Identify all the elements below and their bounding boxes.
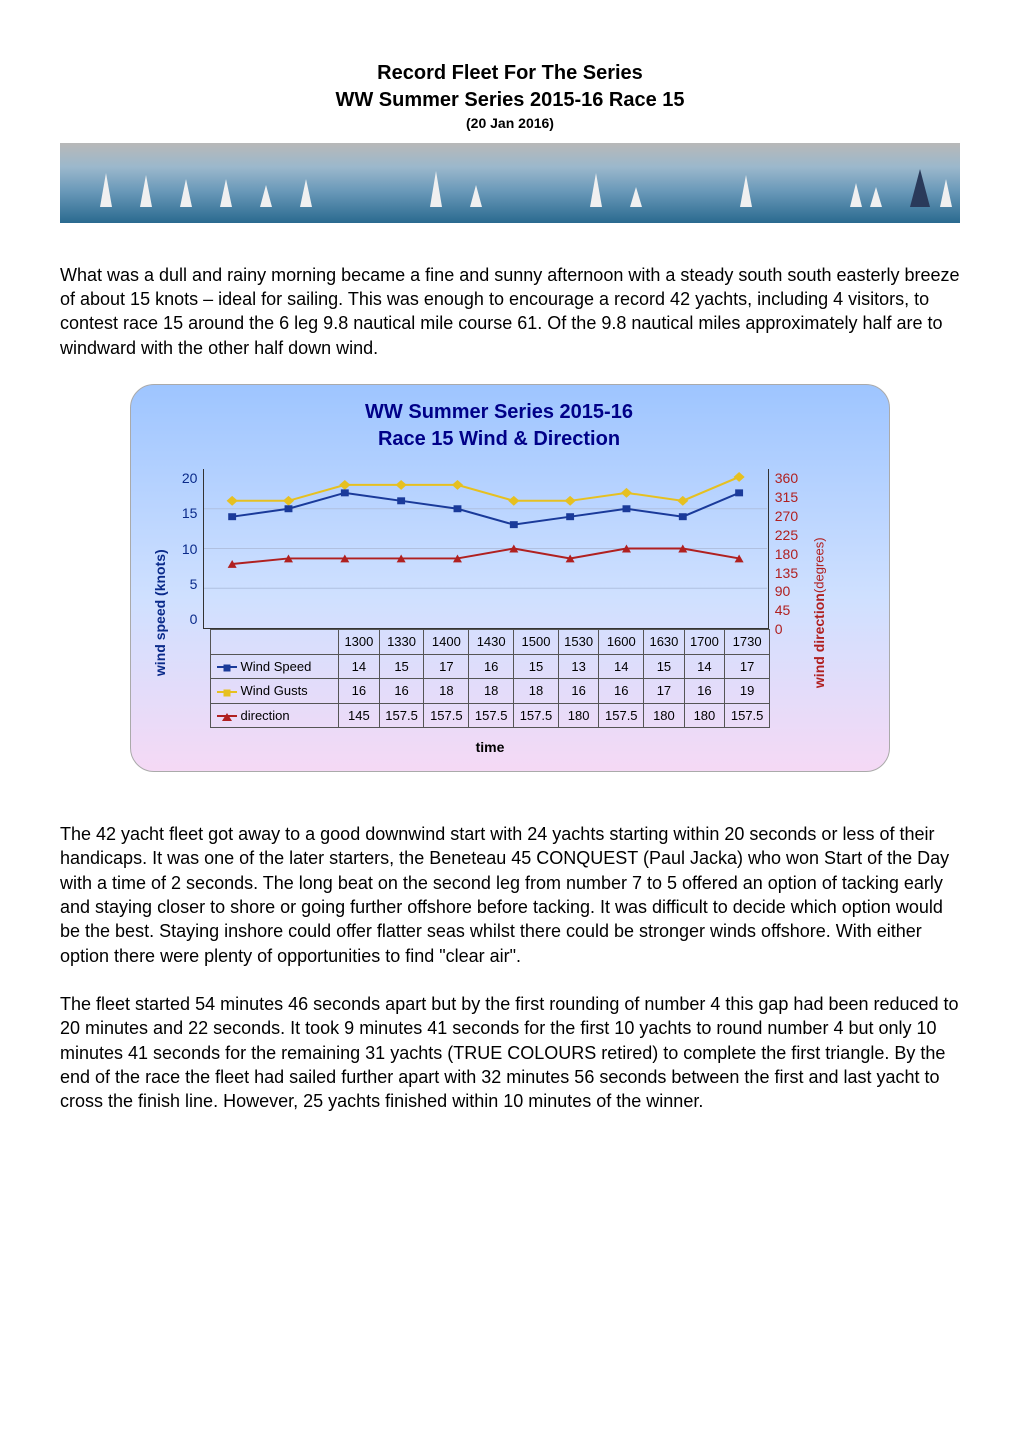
paragraph-3: The fleet started 54 minutes 46 seconds … xyxy=(60,992,960,1113)
title-line-1: Record Fleet For The Series xyxy=(60,60,960,87)
y-ticks-right: 36031527022518013590450 xyxy=(769,469,804,629)
x-axis-label: time xyxy=(176,738,804,757)
y-axis-label-left: wind speed (knots) xyxy=(145,469,176,757)
table-corner-blank xyxy=(210,630,338,655)
chart-plot-area xyxy=(203,469,768,629)
y-axis-label-right: wind direction (degrees) xyxy=(804,469,835,757)
title-line-2: WW Summer Series 2015-16 Race 15 xyxy=(60,87,960,114)
y-ticks-left: 20151050 xyxy=(176,469,204,629)
wind-chart: WW Summer Series 2015-16 Race 15 Wind & … xyxy=(130,384,890,772)
title-date: (20 Jan 2016) xyxy=(60,114,960,133)
y-axis-label-right-l1: wind direction xyxy=(810,594,829,689)
chart-data-table: 1300133014001430150015301600163017001730… xyxy=(210,629,770,728)
chart-title-l1: WW Summer Series 2015-16 xyxy=(365,401,633,423)
y-axis-label-right-l2: (degrees) xyxy=(811,538,829,594)
paragraph-2: The 42 yacht fleet got away to a good do… xyxy=(60,822,960,968)
hero-image xyxy=(60,143,960,223)
document-title: Record Fleet For The Series WW Summer Se… xyxy=(60,60,960,133)
chart-title: WW Summer Series 2015-16 Race 15 Wind & … xyxy=(145,399,853,453)
paragraph-1: What was a dull and rainy morning became… xyxy=(60,263,960,360)
chart-title-l2: Race 15 Wind & Direction xyxy=(378,428,620,450)
